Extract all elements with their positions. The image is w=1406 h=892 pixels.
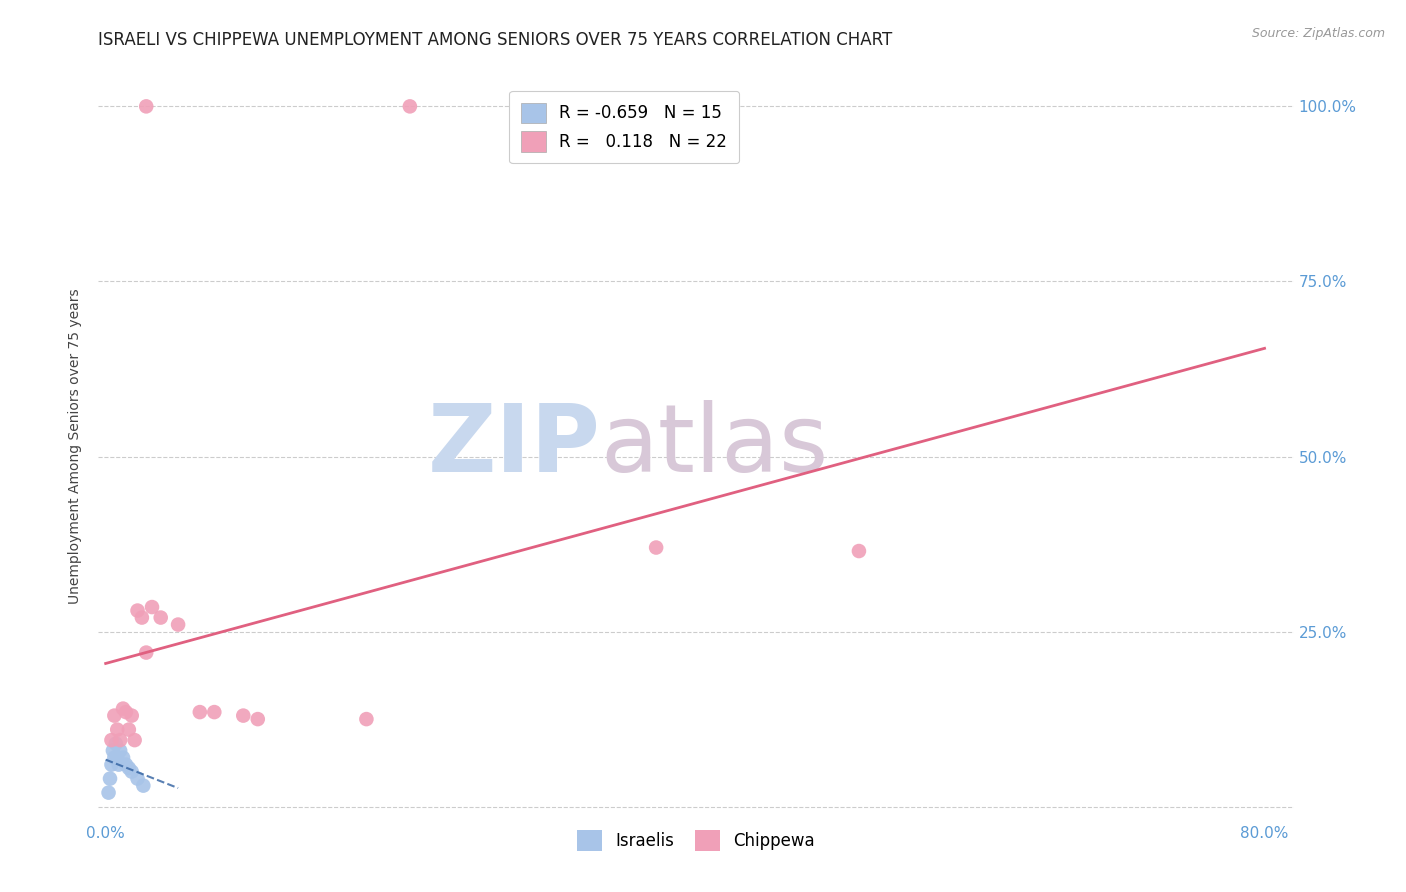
Point bbox=[105, 723, 128, 737]
Point bbox=[131, 610, 153, 624]
Point bbox=[98, 772, 121, 786]
Point bbox=[167, 617, 190, 632]
Point bbox=[645, 541, 668, 555]
Point bbox=[115, 757, 138, 772]
Text: Source: ZipAtlas.com: Source: ZipAtlas.com bbox=[1251, 27, 1385, 40]
Point bbox=[127, 772, 149, 786]
Text: atlas: atlas bbox=[600, 400, 828, 492]
Point bbox=[101, 743, 124, 757]
Point bbox=[149, 610, 172, 624]
Point bbox=[103, 750, 125, 764]
Point bbox=[135, 646, 157, 660]
Y-axis label: Unemployment Among Seniors over 75 years: Unemployment Among Seniors over 75 years bbox=[69, 288, 83, 604]
Point bbox=[104, 737, 127, 751]
Point bbox=[112, 701, 135, 715]
Point bbox=[103, 708, 125, 723]
Point bbox=[100, 733, 122, 747]
Point bbox=[108, 743, 131, 757]
Point bbox=[115, 705, 138, 719]
Point bbox=[105, 750, 128, 764]
Point bbox=[246, 712, 269, 726]
Point bbox=[100, 757, 122, 772]
Point bbox=[135, 99, 157, 113]
Point bbox=[121, 708, 143, 723]
Point bbox=[356, 712, 378, 726]
Point bbox=[118, 723, 141, 737]
Point bbox=[141, 600, 163, 615]
Legend: Israelis, Chippewa: Israelis, Chippewa bbox=[571, 823, 821, 857]
Point bbox=[848, 544, 870, 558]
Point bbox=[97, 786, 120, 800]
Point bbox=[188, 705, 211, 719]
Point bbox=[112, 750, 135, 764]
Point bbox=[124, 733, 146, 747]
Point bbox=[118, 761, 141, 775]
Point bbox=[399, 99, 422, 113]
Point bbox=[132, 779, 155, 793]
Point bbox=[107, 757, 129, 772]
Point bbox=[127, 603, 149, 617]
Text: ZIP: ZIP bbox=[427, 400, 600, 492]
Point bbox=[202, 705, 225, 719]
Point bbox=[232, 708, 254, 723]
Point bbox=[121, 764, 143, 779]
Point bbox=[108, 733, 131, 747]
Text: ISRAELI VS CHIPPEWA UNEMPLOYMENT AMONG SENIORS OVER 75 YEARS CORRELATION CHART: ISRAELI VS CHIPPEWA UNEMPLOYMENT AMONG S… bbox=[98, 31, 893, 49]
